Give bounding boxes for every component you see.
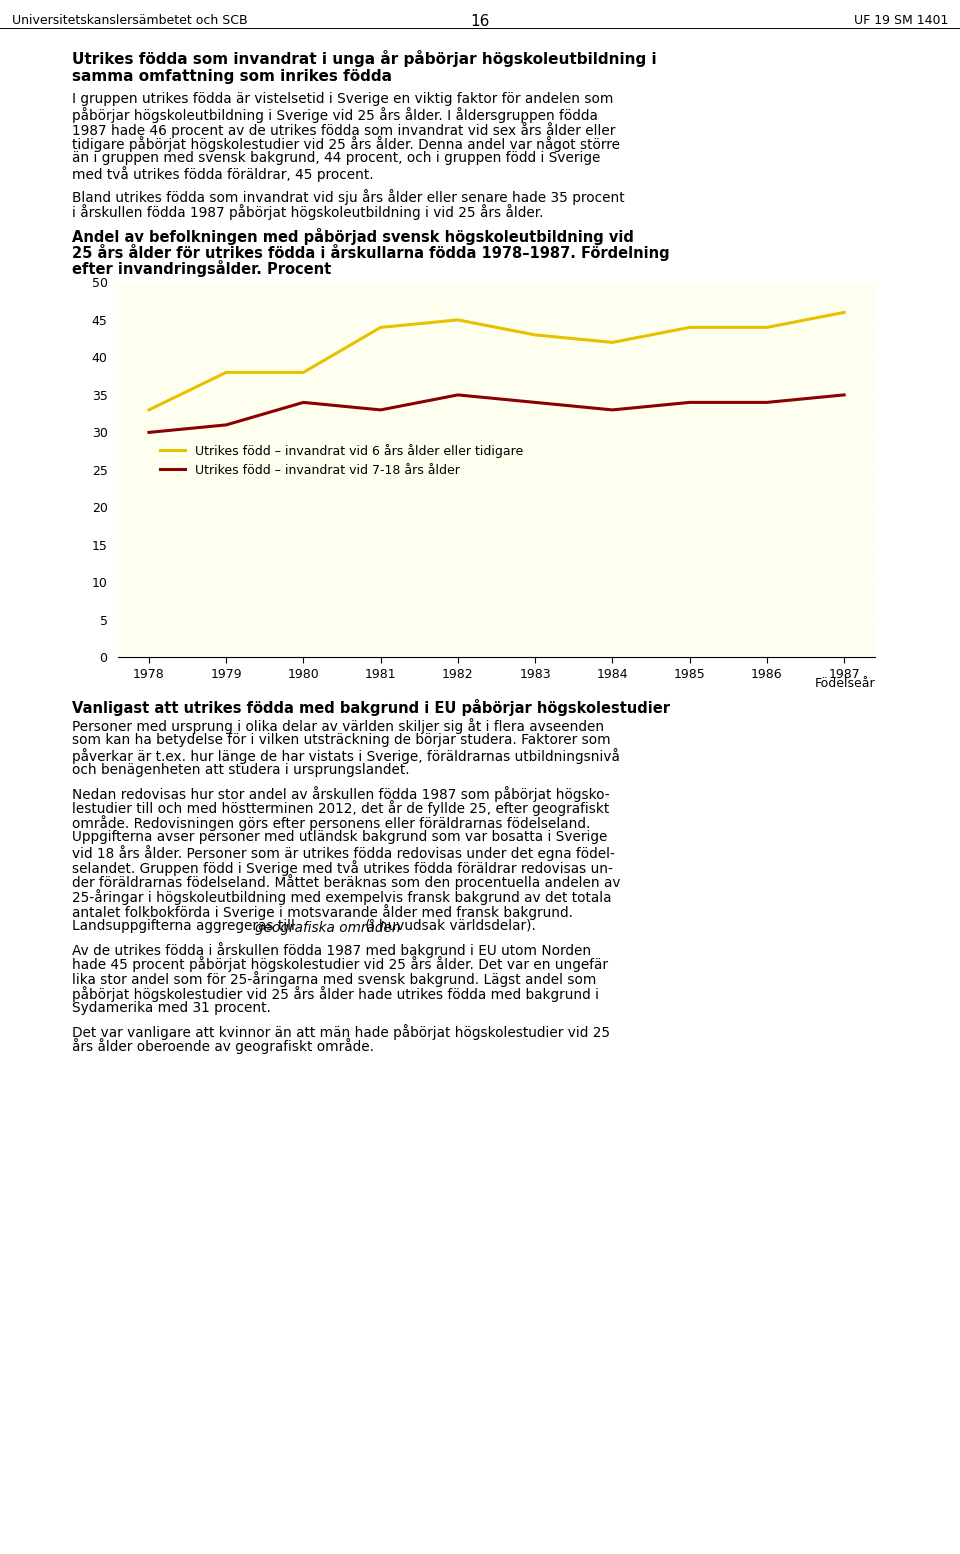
Text: Uppgifterna avser personer med utländsk bakgrund som var bosatta i Sverige: Uppgifterna avser personer med utländsk …	[72, 830, 608, 844]
Text: Av de utrikes födda i årskullen födda 1987 med bakgrund i EU utom Norden: Av de utrikes födda i årskullen födda 19…	[72, 942, 591, 957]
Text: Bland utrikes födda som invandrat vid sju års ålder eller senare hade 35 procent: Bland utrikes födda som invandrat vid sj…	[72, 188, 625, 205]
Text: Utrikes födda som invandrat i unga år påbörjar högskoleutbildning i: Utrikes födda som invandrat i unga år på…	[72, 50, 657, 67]
Text: Födelseår: Födelseår	[814, 678, 875, 690]
Text: Personer med ursprung i olika delar av världen skiljer sig åt i flera avseenden: Personer med ursprung i olika delar av v…	[72, 718, 604, 735]
Text: påbörjar högskoleutbildning i Sverige vid 25 års ålder. I åldersgruppen födda: påbörjar högskoleutbildning i Sverige vi…	[72, 107, 598, 123]
Text: tidigare påbörjat högskolestudier vid 25 års ålder. Denna andel var något större: tidigare påbörjat högskolestudier vid 25…	[72, 137, 620, 152]
Text: påbörjat högskolestudier vid 25 års ålder hade utrikes födda med bakgrund i: påbörjat högskolestudier vid 25 års ålde…	[72, 985, 599, 1002]
Text: och benägenheten att studera i ursprungslandet.: och benägenheten att studera i ursprungs…	[72, 763, 410, 777]
Text: 25-åringar i högskoleutbildning med exempelvis fransk bakgrund av det totala: 25-åringar i högskoleutbildning med exem…	[72, 889, 612, 904]
Text: med två utrikes födda föräldrar, 45 procent.: med två utrikes födda föräldrar, 45 proc…	[72, 166, 373, 182]
Text: Vanligast att utrikes födda med bakgrund i EU påbörjar högskolestudier: Vanligast att utrikes födda med bakgrund…	[72, 699, 670, 716]
Text: (i huvudsak världsdelar).: (i huvudsak världsdelar).	[361, 918, 536, 932]
Text: 16: 16	[470, 14, 490, 30]
Text: lika stor andel som för 25-åringarna med svensk bakgrund. Lägst andel som: lika stor andel som för 25-åringarna med…	[72, 971, 596, 987]
Legend: Utrikes född – invandrat vid 6 års ålder eller tidigare, Utrikes född – invandra: Utrikes född – invandrat vid 6 års ålder…	[155, 438, 528, 482]
Text: selandet. Gruppen född i Sverige med två utrikes födda föräldrar redovisas un-: selandet. Gruppen född i Sverige med två…	[72, 859, 612, 875]
Text: Andel av befolkningen med påbörjad svensk högskoleutbildning vid: Andel av befolkningen med påbörjad svens…	[72, 228, 634, 246]
Text: som kan ha betydelse för i vilken utsträckning de börjar studera. Faktorer som: som kan ha betydelse för i vilken utsträ…	[72, 733, 611, 747]
Text: geografiska områden: geografiska områden	[255, 918, 400, 936]
Text: antalet folkbokförda i Sverige i motsvarande ålder med fransk bakgrund.: antalet folkbokförda i Sverige i motsvar…	[72, 904, 573, 920]
Text: Det var vanligare att kvinnor än att män hade påbörjat högskolestudier vid 25: Det var vanligare att kvinnor än att män…	[72, 1024, 611, 1040]
Text: Universitetskanslersämbetet och SCB: Universitetskanslersämbetet och SCB	[12, 14, 248, 26]
Text: än i gruppen med svensk bakgrund, 44 procent, och i gruppen född i Sverige: än i gruppen med svensk bakgrund, 44 pro…	[72, 151, 600, 165]
Text: i årskullen födda 1987 påbörjat högskoleutbildning i vid 25 års ålder.: i årskullen födda 1987 påbörjat högskole…	[72, 204, 543, 219]
Text: påverkar är t.ex. hur länge de har vistats i Sverige, föräldrarnas utbildningsni: påverkar är t.ex. hur länge de har vista…	[72, 747, 620, 765]
Text: efter invandringsålder. Procent: efter invandringsålder. Procent	[72, 261, 331, 278]
Text: 1987 hade 46 procent av de utrikes födda som invandrat vid sex års ålder eller: 1987 hade 46 procent av de utrikes födda…	[72, 121, 615, 138]
Text: UF 19 SM 1401: UF 19 SM 1401	[853, 14, 948, 26]
Text: hade 45 procent påbörjat högskolestudier vid 25 års ålder. Det var en ungefär: hade 45 procent påbörjat högskolestudier…	[72, 956, 608, 973]
Text: vid 18 års ålder. Personer som är utrikes födda redovisas under det egna födel-: vid 18 års ålder. Personer som är utrike…	[72, 845, 614, 861]
Text: I gruppen utrikes födda är vistelsetid i Sverige en viktig faktor för andelen so: I gruppen utrikes födda är vistelsetid i…	[72, 92, 613, 106]
Text: Landsuppgifterna aggregeras till: Landsuppgifterna aggregeras till	[72, 918, 300, 932]
Text: 25 års ålder för utrikes födda i årskullarna födda 1978–1987. Fördelning: 25 års ålder för utrikes födda i årskull…	[72, 244, 670, 261]
Text: Sydamerika med 31 procent.: Sydamerika med 31 procent.	[72, 1001, 271, 1015]
Text: Nedan redovisas hur stor andel av årskullen födda 1987 som påbörjat högsko-: Nedan redovisas hur stor andel av årskul…	[72, 786, 610, 802]
Text: års ålder oberoende av geografiskt område.: års ålder oberoende av geografiskt områd…	[72, 1038, 374, 1054]
Text: der föräldrarnas födelseland. Måttet beräknas som den procentuella andelen av: der föräldrarnas födelseland. Måttet ber…	[72, 875, 620, 890]
Text: samma omfattning som inrikes födda: samma omfattning som inrikes födda	[72, 68, 392, 84]
Text: lestudier till och med höstterminen 2012, det år de fyllde 25, efter geografiskt: lestudier till och med höstterminen 2012…	[72, 800, 610, 816]
Text: område. Redovisningen görs efter personens eller föräldrarnas födelseland.: område. Redovisningen görs efter persone…	[72, 816, 590, 831]
